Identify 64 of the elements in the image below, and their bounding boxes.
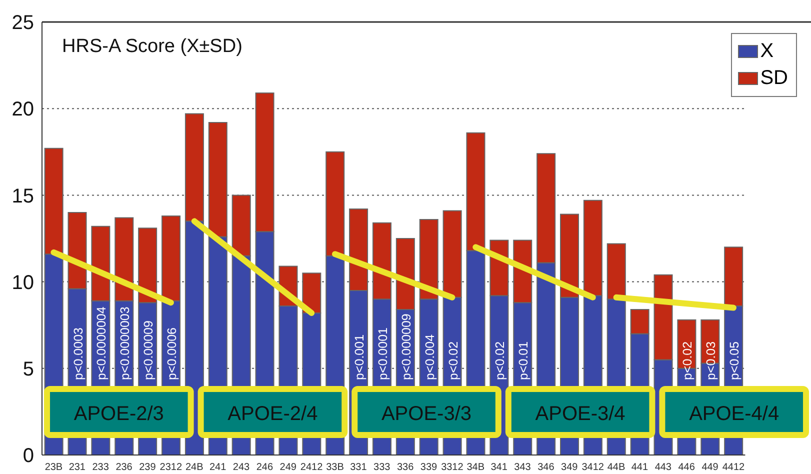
data-label: p<0.0001: [376, 327, 390, 380]
x-tick-label: 3412: [582, 462, 604, 474]
legend-label: X: [760, 39, 774, 64]
x-tick-label: 443: [654, 462, 672, 474]
x-tick-label: 339: [420, 462, 438, 474]
x-tick-label: 249: [280, 462, 297, 474]
data-label: p<0.0006: [165, 327, 180, 380]
data-label: p<0.05: [728, 341, 742, 380]
y-tick-label: 5: [22, 358, 34, 380]
x-tick-label: 44B: [607, 462, 626, 474]
data-label: p<0.03: [704, 341, 718, 380]
data-label: p<0.0000004: [94, 306, 109, 380]
label-box: APOE-4/4: [659, 386, 809, 438]
x-tick-label: 2412: [300, 462, 324, 474]
x-tick-label: 441: [631, 462, 648, 474]
x-tick-label: 449: [702, 462, 719, 474]
x-tick-label: 239: [139, 462, 156, 474]
x-tick-label: 343: [514, 462, 532, 474]
legend-label: SD: [760, 66, 788, 91]
x-tick-label: 243: [232, 462, 250, 474]
annotation: APOE-3/3: [381, 403, 472, 425]
data-label: p<0.01: [516, 341, 531, 380]
x-tick-label: 349: [561, 462, 578, 474]
label-box: APOE-2/4: [198, 386, 348, 438]
data-label: p<0.004: [422, 334, 437, 380]
x-tick-label: 446: [678, 462, 696, 474]
x-tick-label: 3312: [441, 462, 464, 474]
x-tick-label: 236: [116, 462, 133, 474]
data-label: p<0.02: [446, 341, 460, 380]
x-tick-label: 24B: [185, 462, 204, 474]
x-tick-label: 23B: [44, 462, 63, 474]
data-label: p<0.0003: [71, 327, 86, 380]
y-tick-label: 0: [22, 445, 34, 468]
label-box: APOE-3/3: [352, 386, 502, 438]
x-tick-label: 34B: [466, 462, 485, 474]
x-tick-label: 246: [256, 462, 274, 474]
annotation: APOE-3/4: [535, 403, 626, 425]
x-tick-label: 341: [490, 462, 508, 474]
x-tick-label: 331: [350, 462, 368, 474]
y-tick-label: 25: [12, 12, 34, 34]
data-label: p<0.02: [493, 341, 508, 380]
x-tick-label: 346: [538, 462, 555, 474]
y-tick-label: 10: [12, 272, 34, 294]
data-label: p<0.02: [680, 341, 695, 380]
text: HRS-A Score (X±SD): [62, 36, 242, 58]
y-tick-label: 15: [12, 185, 34, 208]
data-label: p<0.001: [352, 334, 367, 380]
x-tick-label: 333: [374, 462, 391, 474]
x-tick-label: 336: [396, 462, 414, 474]
x-tick-label: 2312: [160, 462, 182, 474]
data-label: p<0.0000003: [118, 306, 132, 380]
x-tick-label: 231: [68, 462, 86, 474]
y-tick-label: 20: [12, 98, 34, 121]
annotation: APOE-4/4: [689, 403, 780, 425]
data-label: p<0.000009: [399, 314, 414, 380]
x-tick-label: 241: [209, 462, 227, 474]
annotation: APOE-2/3: [74, 403, 164, 425]
annotation: APOE-2/4: [228, 403, 318, 425]
x-tick-label: 33B: [326, 462, 344, 474]
label-box: APOE-2/3: [44, 386, 194, 438]
data-label: p<0.00009: [142, 320, 156, 380]
label-box: APOE-3/4: [505, 386, 656, 438]
x-tick-label: 233: [92, 462, 110, 474]
x-tick-label: 4412: [722, 462, 746, 474]
